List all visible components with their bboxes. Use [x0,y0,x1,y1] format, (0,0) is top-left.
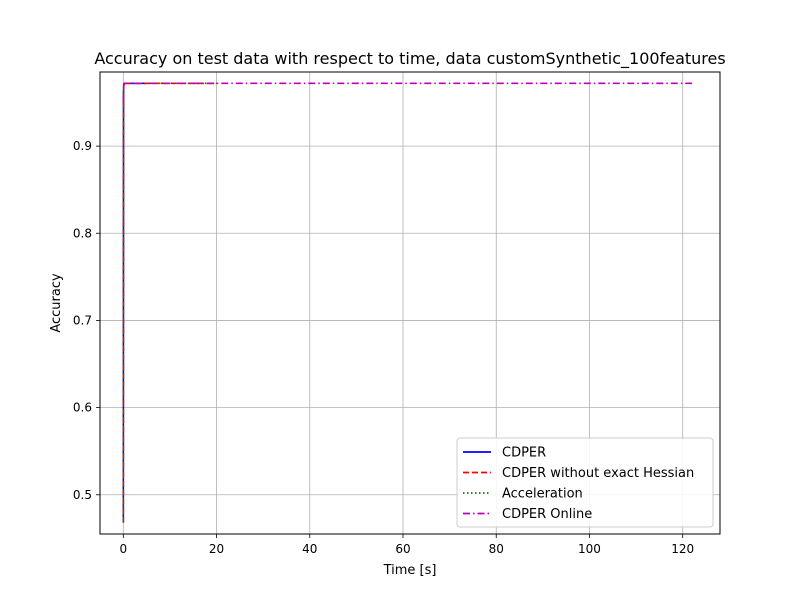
series-line-4 [122,82,693,103]
axis-ticks: 0 20 40 60 80 100 120 0.5 0.6 0.7 0.8 0.9 [73,139,694,556]
x-axis-label: Time [s] [383,563,437,578]
axes-frame [99,71,721,535]
legend-label: CDPER Online [502,507,592,522]
legend-label: CDPER without exact Hessian [502,466,694,481]
plot-lines [122,82,693,523]
legend-label: CDPER [502,446,546,461]
grid [100,72,720,534]
chart-title: Accuracy on test data with respect to ti… [94,49,725,69]
y-axis-label: Accuracy [49,273,64,333]
y-tick-label: 0.9 [73,139,92,153]
legend-frame [456,437,714,528]
x-tick-label: 100 [578,542,601,556]
y-tick-label: 0.6 [73,401,92,415]
x-tick-label: 40 [302,542,317,556]
x-tick-label: 60 [395,542,410,556]
legend: CDPER CDPER without exact Hessian Accelera… [456,437,714,528]
x-tick-label: 80 [489,542,504,556]
legend-label: Acceleration [502,487,583,502]
x-tick-label: 120 [671,542,694,556]
y-tick-label: 0.5 [73,488,92,502]
y-tick-label: 0.8 [73,226,92,240]
x-tick-label: 20 [209,542,224,556]
y-tick-label: 0.7 [73,313,92,327]
x-tick-label: 0 [119,542,127,556]
